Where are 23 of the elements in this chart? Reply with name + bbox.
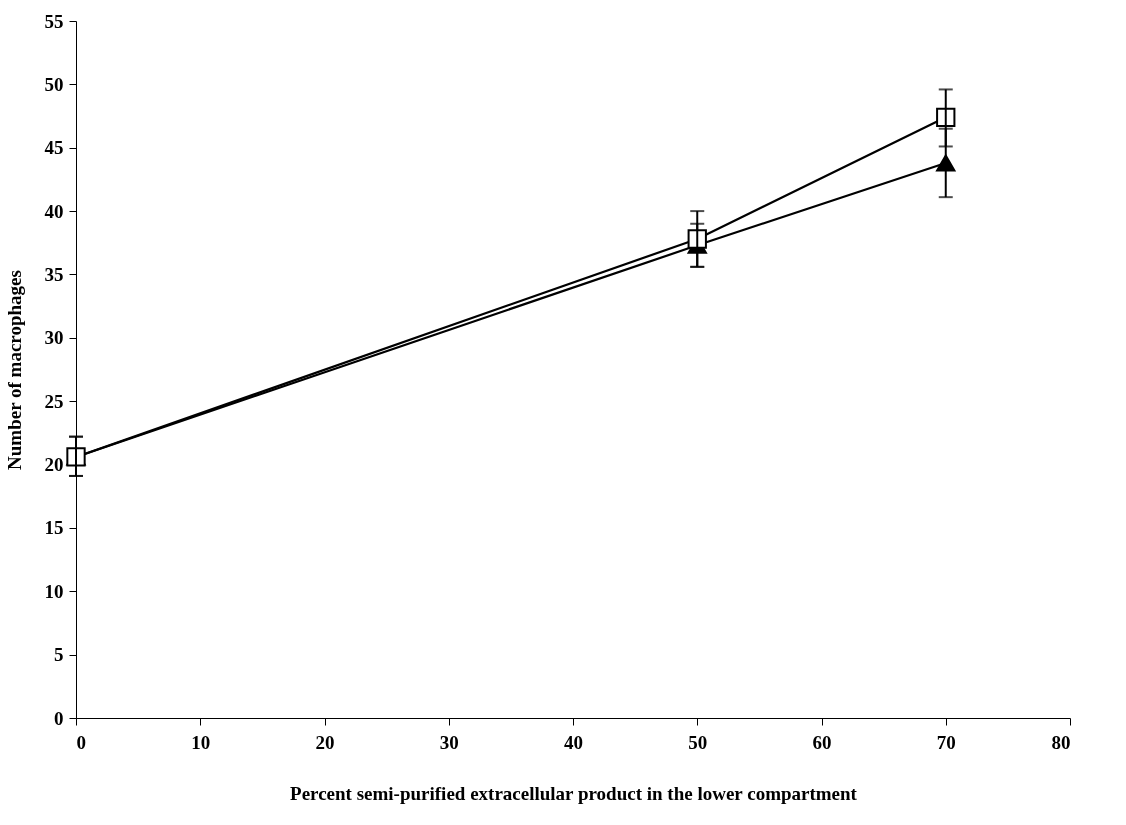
y-tick-label: 25: [44, 390, 64, 412]
y-tick-label: 55: [44, 10, 64, 32]
x-tick-label: 30: [439, 731, 459, 753]
x-tick-label: 0: [76, 731, 86, 753]
y-tick-label: 5: [54, 644, 64, 666]
x-tick-label: 50: [688, 731, 708, 753]
y-tick-label: 45: [44, 137, 64, 159]
y-tick-label: 15: [44, 517, 64, 539]
y-axis-title: Number of macrophages: [3, 270, 25, 470]
x-tick-label: 10: [191, 731, 211, 753]
x-axis-title: Percent semi-purified extracellular product in the lower compartment: [290, 782, 858, 804]
y-tick-label: 40: [44, 200, 64, 222]
x-tick-label: 20: [315, 731, 335, 753]
y-tick-label: 30: [44, 327, 64, 349]
y-tick-label: 35: [44, 263, 64, 285]
x-tick-label: 70: [936, 731, 956, 753]
y-tick-label: 20: [44, 454, 64, 476]
y-tick-label: 10: [44, 580, 64, 602]
y-tick-label: 50: [44, 73, 64, 95]
x-tick-label: 40: [564, 731, 583, 753]
y-tick-label: 0: [54, 707, 64, 729]
x-tick-label: 80: [1051, 731, 1071, 753]
x-tick-label: 60: [812, 731, 832, 753]
